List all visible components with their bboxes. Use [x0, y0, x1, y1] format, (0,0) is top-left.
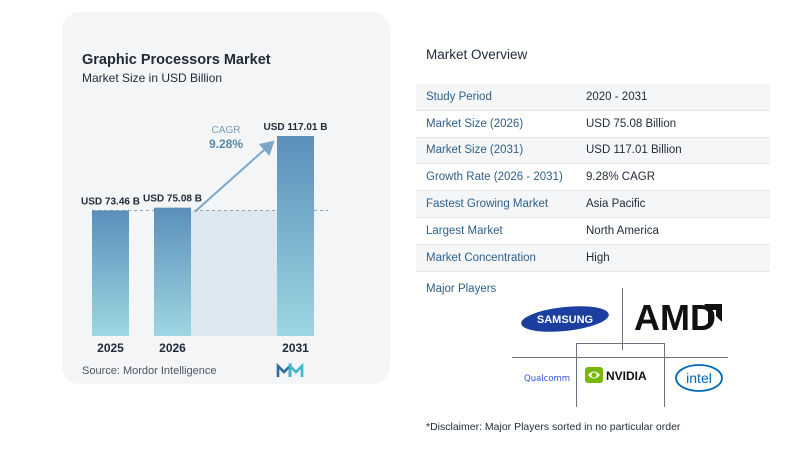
overview-row: Market Size (2031) USD 117.01 Billion — [416, 137, 770, 165]
overview-label: Study Period — [426, 90, 492, 103]
qualcomm-logo-icon: Qualcomm — [524, 374, 571, 384]
overview-value: Asia Pacific — [586, 198, 646, 211]
disclaimer: *Disclaimer: Major Players sorted in no … — [426, 421, 681, 433]
overview-row: Market Size (2026) USD 75.08 Billion — [416, 111, 770, 138]
overview-value: 9.28% CAGR — [586, 171, 656, 184]
data-label: USD 75.08 B — [143, 194, 202, 205]
overview-row: Study Period 2020 - 2031 — [416, 84, 770, 111]
category-label: 2025 — [97, 341, 124, 355]
overview-value: High — [586, 251, 610, 264]
nvidia-logo-icon: NVIDIA — [585, 367, 647, 383]
divider — [576, 343, 665, 344]
overview-table: Study Period 2020 - 2031 Market Size (20… — [416, 84, 770, 272]
chart-title: Graphic Processors Market — [82, 52, 271, 68]
amd-logo-text: AMD — [634, 297, 716, 338]
cagr-label: CAGR — [212, 125, 241, 136]
intel-logo-text: intel — [686, 370, 712, 386]
data-label: USD 117.01 B — [264, 122, 328, 133]
overview-row: Growth Rate (2026 - 2031) 9.28% CAGR — [416, 164, 770, 192]
bar — [92, 210, 129, 336]
nvidia-logo-text: NVIDIA — [606, 369, 647, 383]
overview-label: Market Size (2031) — [426, 144, 524, 157]
category-label: 2026 — [159, 341, 186, 355]
category-label: 2031 — [282, 341, 309, 355]
chart-subtitle: Market Size in USD Billion — [82, 71, 223, 85]
mordor-logo-icon — [276, 363, 304, 377]
overview-row: Largest Market North America — [416, 218, 770, 245]
overview-value: 2020 - 2031 — [586, 90, 648, 103]
overview-label: Largest Market — [426, 224, 503, 237]
amd-logo-icon: AMD — [634, 297, 722, 338]
shaded-area — [191, 210, 277, 336]
divider — [664, 343, 665, 407]
data-label: USD 73.46 B — [81, 196, 140, 207]
overview-label: Growth Rate (2026 - 2031) — [426, 171, 563, 184]
overview-label: Market Size (2026) — [426, 117, 524, 130]
divider — [622, 288, 623, 350]
overview-value: USD 117.01 Billion — [586, 144, 682, 157]
samsung-logo-icon: SAMSUNG — [521, 306, 609, 332]
divider — [576, 343, 577, 407]
samsung-logo-text: SAMSUNG — [537, 314, 593, 326]
overview-label: Market Concentration — [426, 251, 536, 264]
cagr-value: 9.28% — [209, 137, 243, 151]
divider — [512, 357, 728, 358]
overview-label: Fastest Growing Market — [426, 198, 549, 211]
bar — [277, 136, 314, 336]
bar — [154, 207, 191, 336]
overview-value: USD 75.08 Billion — [586, 117, 677, 130]
overview-row: Fastest Growing Market Asia Pacific — [416, 191, 770, 218]
intel-logo-icon: intel — [675, 364, 723, 392]
cagr-arrow — [194, 140, 275, 213]
overview-title: Market Overview — [426, 47, 528, 62]
players-title: Major Players — [426, 283, 497, 295]
overview-value: North America — [586, 224, 659, 237]
overview-row: Market Concentration High — [416, 244, 770, 272]
chart-source: Source: Mordor Intelligence — [82, 365, 217, 377]
